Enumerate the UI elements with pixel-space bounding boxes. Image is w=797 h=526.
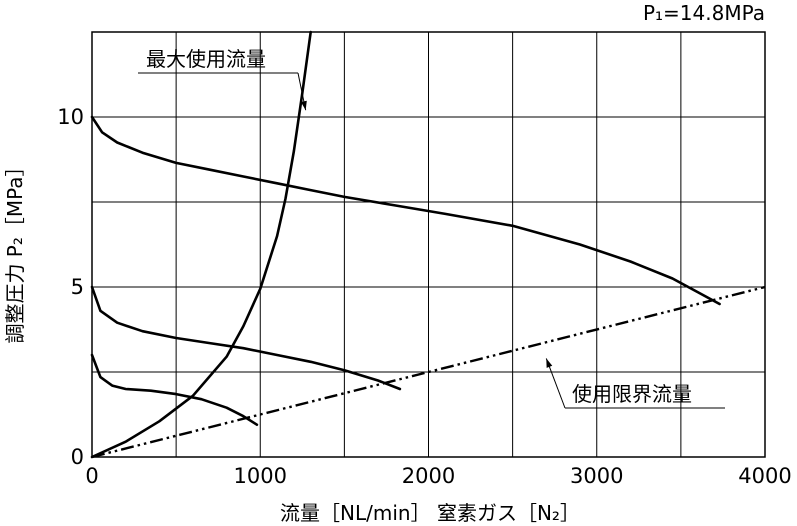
x-tick-label: 0 <box>85 464 98 488</box>
series-group <box>90 30 766 459</box>
y-tick-label: 5 <box>71 275 84 299</box>
condition-label: P₁=14.8MPa <box>643 1 765 25</box>
series-line-regulation-1 <box>90 285 402 391</box>
y-tick-label: 0 <box>71 445 84 469</box>
series-line-limit-4 <box>91 285 766 459</box>
annotation-arrowhead <box>300 100 307 111</box>
x-tick-label: 3000 <box>570 464 623 488</box>
x-axis-label: 流量［NL/min］ 窒素ガス［N₂］ <box>280 501 580 525</box>
annotation-arrowhead <box>546 358 553 368</box>
plot-frame <box>91 31 766 458</box>
tick-labels: 0 1000 2000 3000 4000 0 5 10 <box>57 105 791 488</box>
y-tick-label: 10 <box>57 105 84 129</box>
series-line-max-flow-3 <box>90 30 313 459</box>
x-tick-label: 2000 <box>402 464 455 488</box>
grid <box>92 32 765 457</box>
series-line-regulation-2 <box>90 353 259 427</box>
x-tick-label: 1000 <box>234 464 287 488</box>
x-tick-label: 4000 <box>738 464 791 488</box>
annotation-label: 使用限界流量 <box>572 382 692 406</box>
series-line-regulation-0 <box>90 115 721 306</box>
annotation-label: 最大使用流量 <box>146 47 266 71</box>
y-axis-label: 調整圧力 P₂［MPa］ <box>3 156 27 343</box>
